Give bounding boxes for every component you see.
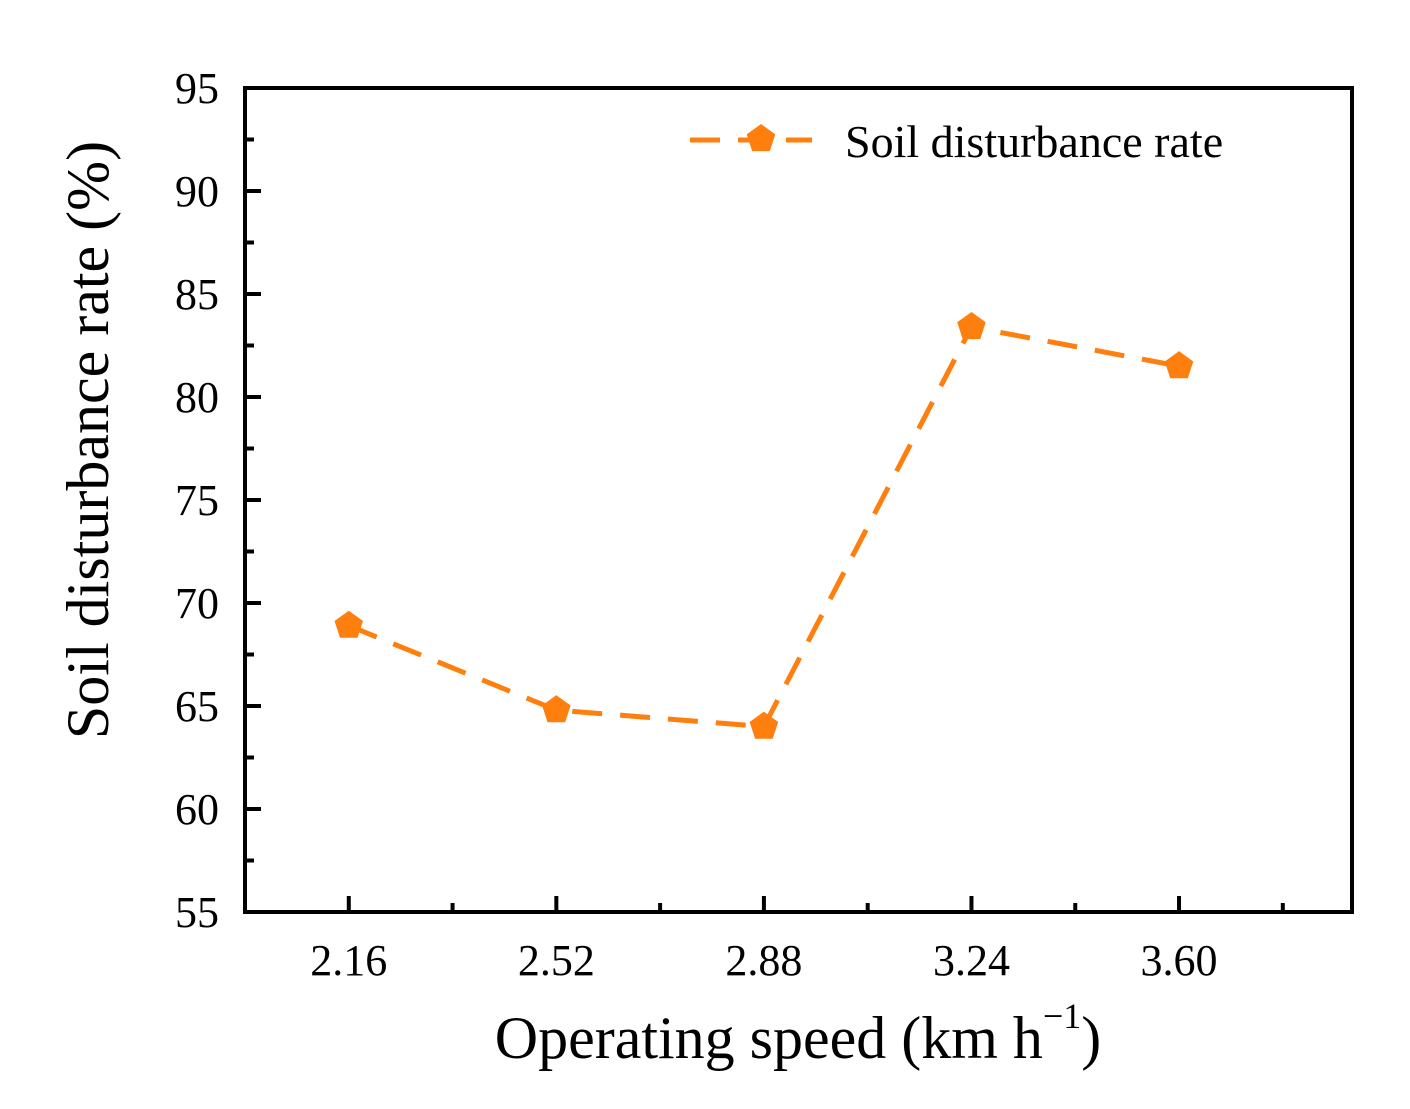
- data-point-marker: [334, 610, 363, 638]
- axes: [243, 86, 1354, 914]
- x-tick-label: 3.60: [1141, 936, 1218, 985]
- x-tick-label: 2.16: [310, 936, 387, 985]
- data-point-marker: [1164, 351, 1194, 379]
- x-tick-label: 2.52: [518, 936, 595, 985]
- y-tick-label: 80: [175, 373, 219, 422]
- x-axis-title-superscript: −1: [1043, 996, 1081, 1036]
- series-line: [347, 324, 1180, 730]
- data-point-marker: [957, 312, 986, 340]
- y-tick-labels: 55 60 65 70 75 80 85 90 95: [175, 64, 219, 937]
- x-axis-title-close: ): [1081, 1005, 1101, 1071]
- y-axis-title: Soil disturbance rate (%): [55, 141, 121, 739]
- x-axis-title-main: Operating speed (km h: [495, 1005, 1043, 1071]
- y-tick-label: 65: [175, 682, 219, 731]
- x-axis-title: Operating speed (km h−1): [495, 996, 1101, 1071]
- x-tick-label: 3.24: [933, 936, 1010, 985]
- legend: Soil disturbance rate: [690, 116, 1223, 167]
- x-tick-labels: 2.16 2.52 2.88 3.24 3.60: [310, 936, 1217, 985]
- y-tick-label: 90: [175, 167, 219, 216]
- y-tick-label: 75: [175, 476, 219, 525]
- plot-frame: [243, 86, 1354, 914]
- y-tick-label: 60: [175, 785, 219, 834]
- tick-marks: [243, 137, 1285, 912]
- y-tick-label: 55: [175, 888, 219, 937]
- legend-label: Soil disturbance rate: [845, 116, 1223, 167]
- data-point-marker: [542, 695, 571, 723]
- data-point-marker: [749, 711, 779, 739]
- x-tick-label: 2.88: [725, 936, 802, 985]
- data-series: [334, 312, 1194, 739]
- legend-marker: [746, 124, 776, 152]
- y-tick-label: 85: [175, 270, 219, 319]
- y-tick-label: 95: [175, 64, 219, 113]
- y-tick-label: 70: [175, 579, 219, 628]
